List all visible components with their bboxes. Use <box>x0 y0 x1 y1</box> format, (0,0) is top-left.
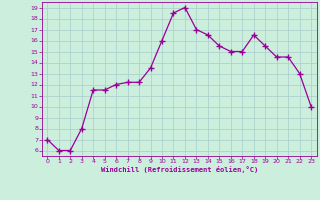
X-axis label: Windchill (Refroidissement éolien,°C): Windchill (Refroidissement éolien,°C) <box>100 166 258 173</box>
